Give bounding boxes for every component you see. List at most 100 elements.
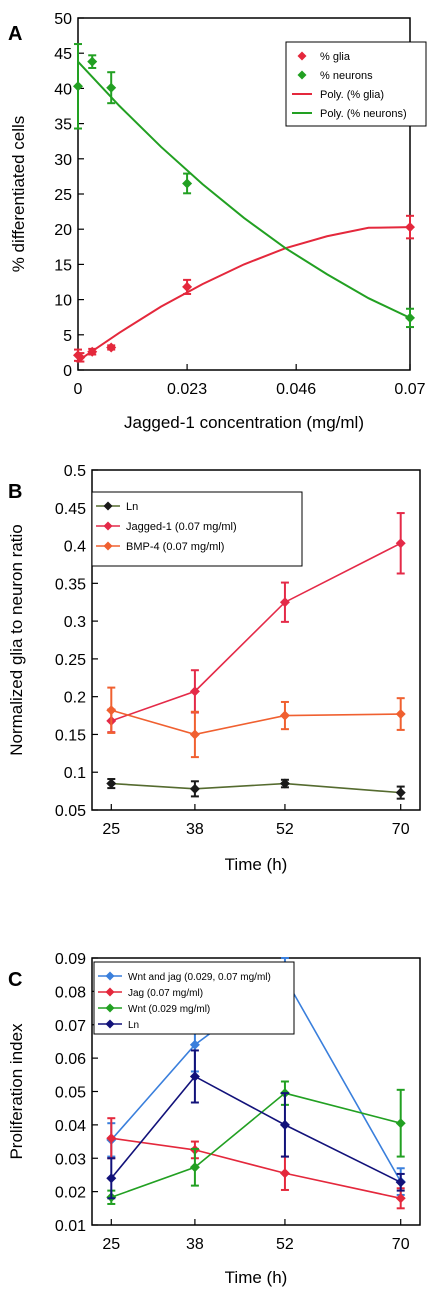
y-tick-label: 45 — [54, 46, 72, 63]
series-line — [111, 782, 401, 794]
chart-panel-b: B 0.05 0.1 0.15 0.2 0.25 0.3 0.35 0.4 0.45 0.5 25 38… — [7, 463, 421, 874]
y-axis-label: % differentiated cells — [9, 116, 28, 273]
chart-panel-a: A 0 5 10 15 20 25 30 35 40 45 50 0 0.023 0.046 0.07 Jagg… — [8, 11, 427, 432]
legend-entry-label: % glia — [320, 51, 351, 63]
series-line — [111, 542, 402, 722]
x-tick-label: 52 — [276, 821, 294, 838]
data-point — [182, 281, 193, 292]
data-point — [73, 81, 83, 92]
series-1 — [73, 43, 415, 329]
y-tick-label: 0.04 — [55, 1118, 86, 1135]
legend-swatch-marker — [297, 70, 307, 80]
legend-box — [91, 491, 303, 567]
data-point — [189, 1071, 200, 1082]
panel-label: B — [8, 481, 22, 503]
panel-label: A — [8, 23, 22, 45]
y-tick-label: 0.35 — [55, 576, 86, 593]
data-point — [106, 1173, 117, 1184]
y-tick-label: 0 — [63, 363, 72, 380]
y-tick-label: 5 — [63, 328, 72, 345]
y-tick-label: 35 — [54, 117, 72, 134]
data-point — [395, 538, 406, 549]
y-tick-label: 0.07 — [55, 1018, 86, 1035]
x-tick-label: 70 — [392, 821, 410, 838]
y-tick-label: 0.1 — [64, 765, 86, 782]
data-point — [395, 787, 406, 798]
x-tick-label: 70 — [392, 1236, 410, 1253]
series-3 — [77, 60, 411, 319]
y-tick-label: 0.08 — [55, 984, 86, 1001]
data-point — [279, 778, 290, 789]
y-tick-label: 0.05 — [55, 1085, 86, 1102]
y-tick-label: 25 — [54, 187, 72, 204]
series-0 — [73, 214, 415, 363]
legend-box — [93, 961, 295, 1035]
data-point — [279, 710, 290, 721]
legend-entry-label: % neurons — [320, 70, 373, 82]
legend-entry-label: Ln — [128, 1020, 139, 1031]
legend: % glia % neurons Poly. (% glia) Poly. (% ne… — [285, 41, 427, 127]
data-point — [189, 1162, 200, 1173]
x-tick-label: 0.023 — [167, 381, 207, 398]
y-tick-label: 0.45 — [55, 501, 86, 518]
data-point — [395, 1177, 406, 1188]
data-point — [189, 783, 200, 794]
legend-entry-label: Jag (0.07 mg/ml) — [128, 988, 203, 999]
series-2 — [106, 1080, 406, 1205]
data-point — [279, 597, 290, 608]
legend-swatch-marker — [103, 521, 113, 531]
y-tick-label: 50 — [54, 11, 72, 28]
y-tick-label: 0.05 — [55, 803, 86, 820]
y-tick-label: 0.2 — [64, 690, 86, 707]
plot-frame — [91, 469, 421, 811]
x-tick-label: 0.07 — [394, 381, 425, 398]
legend-swatch-marker — [103, 501, 113, 511]
series-line — [111, 1137, 401, 1200]
series-1 — [106, 512, 406, 734]
trend-line — [77, 226, 411, 362]
data-point — [189, 729, 200, 740]
x-tick-label: 0 — [74, 381, 83, 398]
y-tick-label: 0.25 — [55, 652, 86, 669]
y-tick-label: 0.15 — [55, 727, 86, 744]
series-2 — [77, 226, 411, 362]
data-point — [106, 342, 117, 353]
series-line — [111, 709, 401, 736]
y-tick-label: 0.03 — [55, 1151, 86, 1168]
series-line — [111, 1092, 401, 1199]
y-tick-label: 0.3 — [64, 614, 86, 631]
data-point — [106, 705, 117, 716]
legend: Wnt and jag (0.029, 0.07 mg/ml) Jag (0.07… — [93, 961, 295, 1035]
y-axis-label: Proliferation index — [7, 1023, 26, 1160]
chart-panel-c: C 0.01 0.02 0.03 0.04 0.05 0.06 0.07 0.08 0.09 25 3… — [7, 951, 421, 1287]
legend-swatch-marker — [297, 51, 307, 61]
data-point — [189, 686, 200, 697]
legend-entry-label: Wnt (0.029 mg/ml) — [128, 1004, 210, 1015]
y-tick-label: 0.06 — [55, 1051, 86, 1068]
legend-entry-label: Poly. (% neurons) — [320, 108, 407, 120]
trend-line — [77, 60, 411, 319]
data-point — [395, 1118, 406, 1129]
legend-entry-label: Ln — [126, 501, 138, 513]
series-0 — [106, 778, 406, 800]
y-tick-label: 0.02 — [55, 1185, 86, 1202]
legend: Ln Jagged-1 (0.07 mg/ml) BMP-4 (0.07 mg/ml… — [91, 491, 303, 567]
y-tick-label: 0.09 — [55, 951, 86, 968]
legend-swatch-marker — [105, 971, 115, 981]
x-tick-label: 52 — [276, 1236, 294, 1253]
legend-swatch-marker — [105, 1019, 115, 1029]
data-point — [279, 1168, 290, 1179]
data-point — [189, 1039, 200, 1050]
y-tick-label: 0.01 — [55, 1218, 86, 1235]
data-point — [395, 709, 406, 720]
x-tick-label: 38 — [186, 821, 204, 838]
series-2 — [106, 686, 406, 759]
series-line — [110, 1075, 402, 1183]
y-tick-label: 40 — [54, 81, 72, 98]
y-tick-label: 30 — [54, 152, 72, 169]
x-axis-label: Time (h) — [225, 855, 288, 874]
series-3 — [106, 1049, 406, 1200]
x-tick-label: 0.046 — [276, 381, 316, 398]
data-point — [182, 178, 193, 189]
